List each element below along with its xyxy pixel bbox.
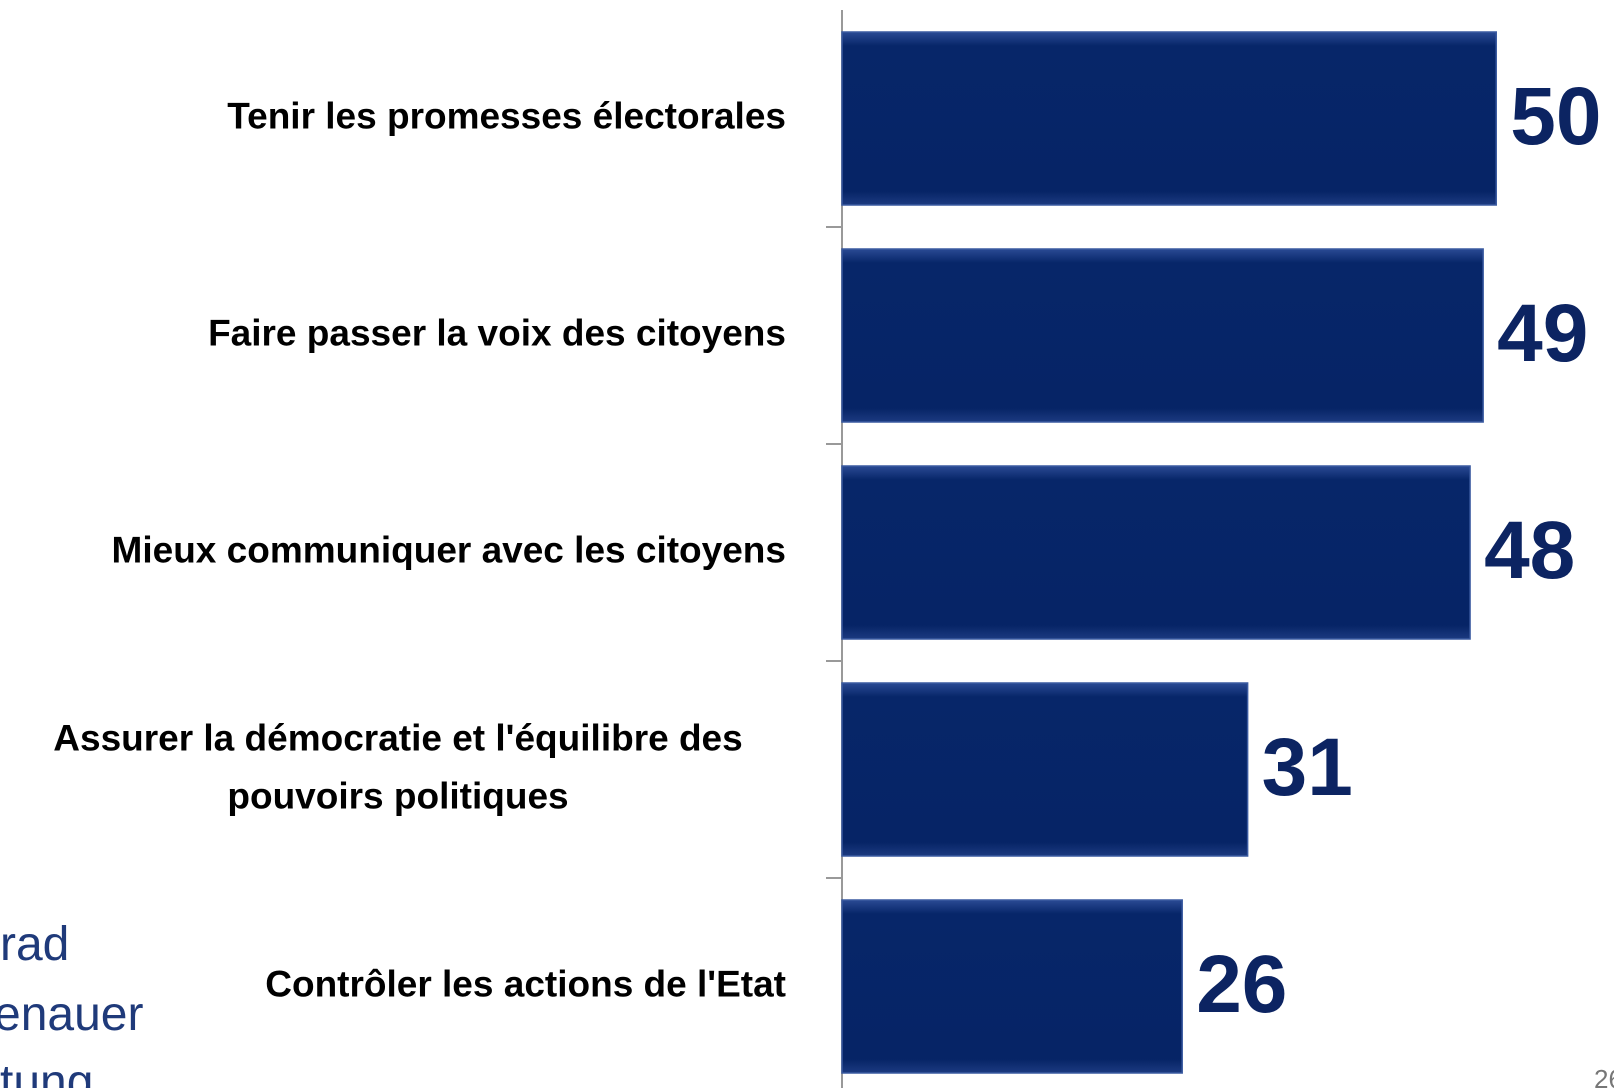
category-label: Assurer la démocratie et l'équilibre des… [53,717,742,816]
value-label: 50 [1510,71,1601,162]
bar [841,682,1249,857]
page-number: 26 [1594,1064,1614,1088]
value-label: 31 [1262,722,1353,813]
logo-text: rad [0,918,69,971]
category-label: Tenir les promesses électorales [227,95,786,136]
category-label: Faire passer la voix des citoyens [208,312,786,353]
bar [841,248,1484,423]
category-label-line: pouvoirs politiques [227,775,568,816]
value-label: 49 [1497,288,1588,379]
bar [841,899,1183,1074]
value-label: 26 [1196,939,1287,1030]
logo-text: enauer [0,988,143,1041]
category-label: Contrôler les actions de l'Etat [265,963,786,1004]
category-label-line: Assurer la démocratie et l'équilibre des [53,717,742,758]
logo-text: tung [0,1056,93,1088]
category-label: Mieux communiquer avec les citoyens [112,529,786,570]
bar [841,31,1497,206]
value-label: 48 [1484,505,1575,596]
bar [841,465,1471,640]
